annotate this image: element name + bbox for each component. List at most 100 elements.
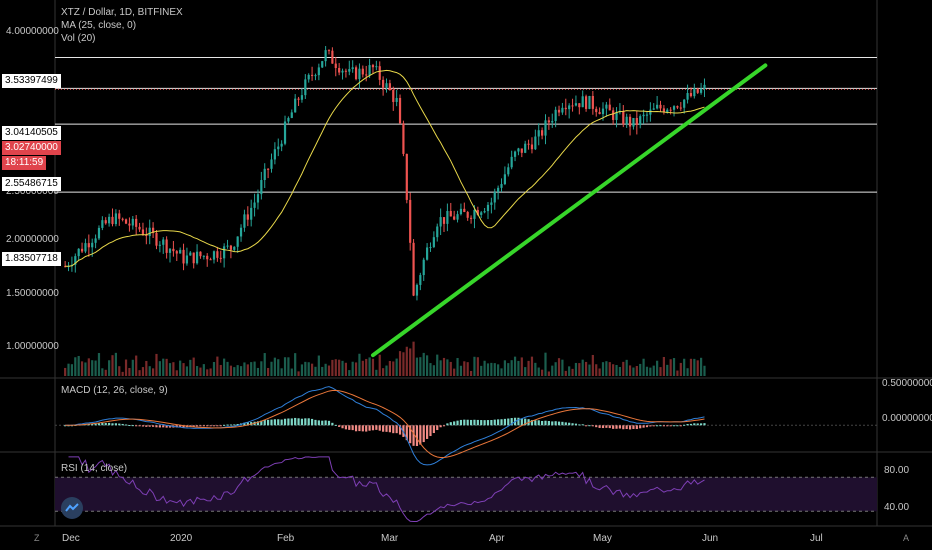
candle-body bbox=[233, 246, 236, 250]
volume-bar bbox=[446, 359, 449, 376]
candle-body bbox=[87, 243, 90, 248]
macd-histogram-bar bbox=[398, 425, 402, 435]
macd-histogram-bar bbox=[503, 418, 507, 426]
candle-body bbox=[557, 109, 561, 113]
macd-histogram-bar bbox=[307, 418, 310, 426]
volume-bar bbox=[551, 365, 554, 376]
candle-body bbox=[94, 238, 97, 243]
candle-body bbox=[561, 107, 564, 113]
macd-histogram-bar bbox=[361, 425, 364, 432]
candle-body bbox=[656, 104, 659, 109]
volume-bar bbox=[233, 367, 236, 376]
tradingview-logo-icon[interactable] bbox=[61, 497, 83, 519]
macd-histogram-bar bbox=[486, 420, 490, 426]
volume-bar bbox=[277, 359, 280, 376]
macd-histogram-bar bbox=[622, 425, 625, 430]
volume-bar bbox=[534, 362, 537, 376]
candle-body bbox=[172, 248, 175, 252]
macd-histogram-bar bbox=[114, 423, 117, 426]
volume-bar bbox=[453, 368, 456, 376]
rsi-band bbox=[55, 477, 877, 512]
candle-body bbox=[131, 218, 134, 226]
zoom-toggle[interactable]: Z bbox=[34, 533, 40, 543]
macd-histogram-bar bbox=[87, 424, 90, 426]
rsi-line bbox=[68, 456, 705, 522]
macd-histogram-bar bbox=[689, 423, 693, 426]
candle-body bbox=[615, 112, 618, 120]
volume-bar bbox=[686, 368, 689, 376]
macd-histogram-bar bbox=[666, 425, 669, 427]
volume-bar bbox=[138, 370, 141, 376]
candle-body bbox=[378, 66, 381, 80]
candle-body bbox=[195, 251, 199, 264]
macd-histogram-bar bbox=[649, 425, 652, 427]
candle-body bbox=[395, 97, 398, 102]
volume-bar bbox=[97, 353, 101, 376]
volume-bar bbox=[104, 369, 107, 376]
candle-body bbox=[442, 217, 446, 224]
volume-bar bbox=[294, 353, 297, 376]
volume-bar bbox=[162, 358, 165, 376]
price-tick: 1.50000000 bbox=[6, 288, 59, 299]
candle-body bbox=[135, 218, 138, 227]
candle-body bbox=[551, 121, 554, 123]
macd-histogram-bar bbox=[584, 425, 588, 427]
macd-histogram-bar bbox=[679, 425, 682, 427]
candle-body bbox=[639, 116, 642, 126]
volume-bar bbox=[70, 364, 74, 376]
candle-body bbox=[517, 148, 520, 152]
candle-body bbox=[520, 148, 523, 153]
candle-body bbox=[111, 216, 114, 225]
symbol-legend: XTZ / Dollar, 1D, BITFINEX bbox=[61, 7, 183, 18]
volume-bar bbox=[216, 356, 219, 376]
volume-bar bbox=[588, 364, 591, 376]
candle-body bbox=[510, 156, 513, 168]
volume-bar bbox=[331, 359, 334, 376]
time-label: Jun bbox=[702, 533, 719, 544]
volume-bar bbox=[476, 357, 479, 376]
volume-bar bbox=[87, 358, 90, 376]
macd-histogram-bar bbox=[354, 425, 358, 432]
macd-histogram-bar bbox=[209, 425, 212, 427]
candle-body bbox=[212, 251, 216, 260]
macd-histogram-bar bbox=[524, 418, 527, 426]
macd-histogram-bar bbox=[409, 425, 412, 444]
candle-body bbox=[128, 223, 131, 226]
macd-histogram-bar bbox=[371, 425, 375, 431]
macd-histogram-bar bbox=[179, 425, 182, 428]
candle-body bbox=[473, 209, 476, 219]
macd-histogram-bar bbox=[561, 421, 564, 426]
candle-body bbox=[669, 109, 672, 111]
candle-body bbox=[182, 249, 185, 264]
macd-histogram-bar bbox=[574, 423, 578, 426]
macd-histogram-bar bbox=[612, 425, 615, 429]
candle-body bbox=[202, 255, 205, 257]
volume-bar bbox=[287, 357, 290, 376]
volume-bar bbox=[520, 357, 523, 376]
volume-bar bbox=[148, 366, 151, 376]
candle-body bbox=[287, 117, 290, 122]
macd-histogram-bar bbox=[158, 425, 161, 428]
volume-bar bbox=[77, 355, 80, 376]
candle-body bbox=[683, 99, 686, 108]
volume-bar bbox=[493, 363, 496, 376]
macd-histogram-bar bbox=[195, 425, 199, 427]
macd-histogram-bar bbox=[639, 425, 642, 429]
candle-body bbox=[297, 98, 300, 100]
volume-bar bbox=[155, 353, 158, 376]
macd-histogram-bar bbox=[202, 425, 205, 427]
macd-histogram-bar bbox=[145, 425, 148, 427]
current-price-tag: 3.02740000 bbox=[2, 141, 61, 155]
auto-scale-toggle[interactable]: A bbox=[903, 533, 910, 543]
macd-histogram-bar bbox=[351, 425, 354, 431]
candle-body bbox=[74, 256, 77, 265]
candle-body bbox=[534, 136, 537, 150]
volume-bar bbox=[304, 361, 307, 376]
volume-bar bbox=[578, 363, 581, 376]
candle-body bbox=[699, 88, 703, 93]
macd-histogram-bar bbox=[490, 420, 493, 426]
macd-histogram-bar bbox=[618, 425, 622, 429]
level-tag: 2.55486715 bbox=[2, 177, 61, 191]
volume-bar bbox=[341, 360, 344, 376]
